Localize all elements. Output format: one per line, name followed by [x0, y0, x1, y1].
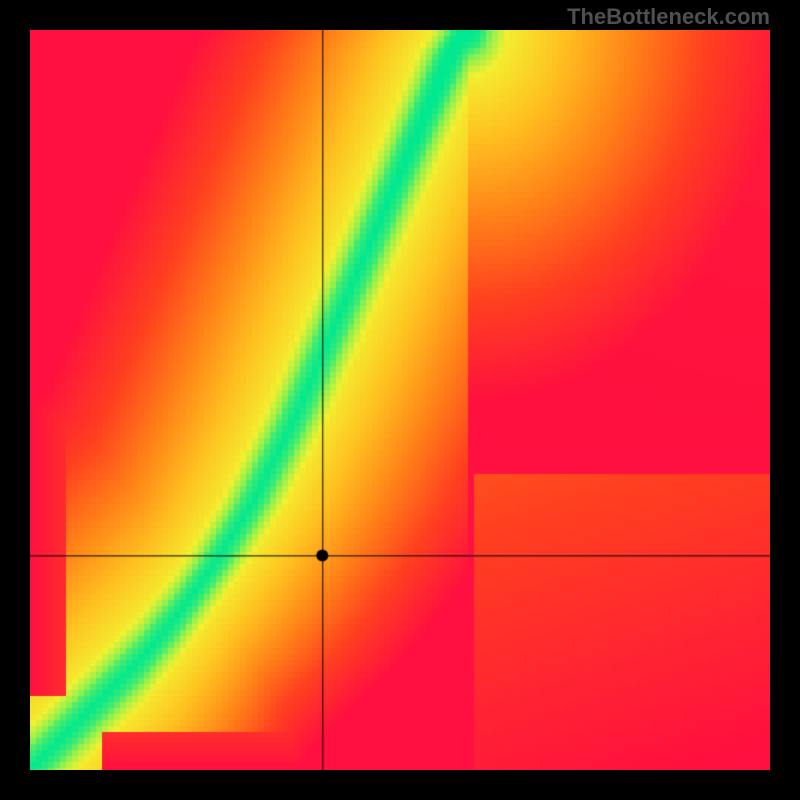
watermark-text: TheBottleneck.com: [567, 4, 770, 30]
heatmap-canvas: [30, 30, 770, 770]
chart-container: TheBottleneck.com: [0, 0, 800, 800]
